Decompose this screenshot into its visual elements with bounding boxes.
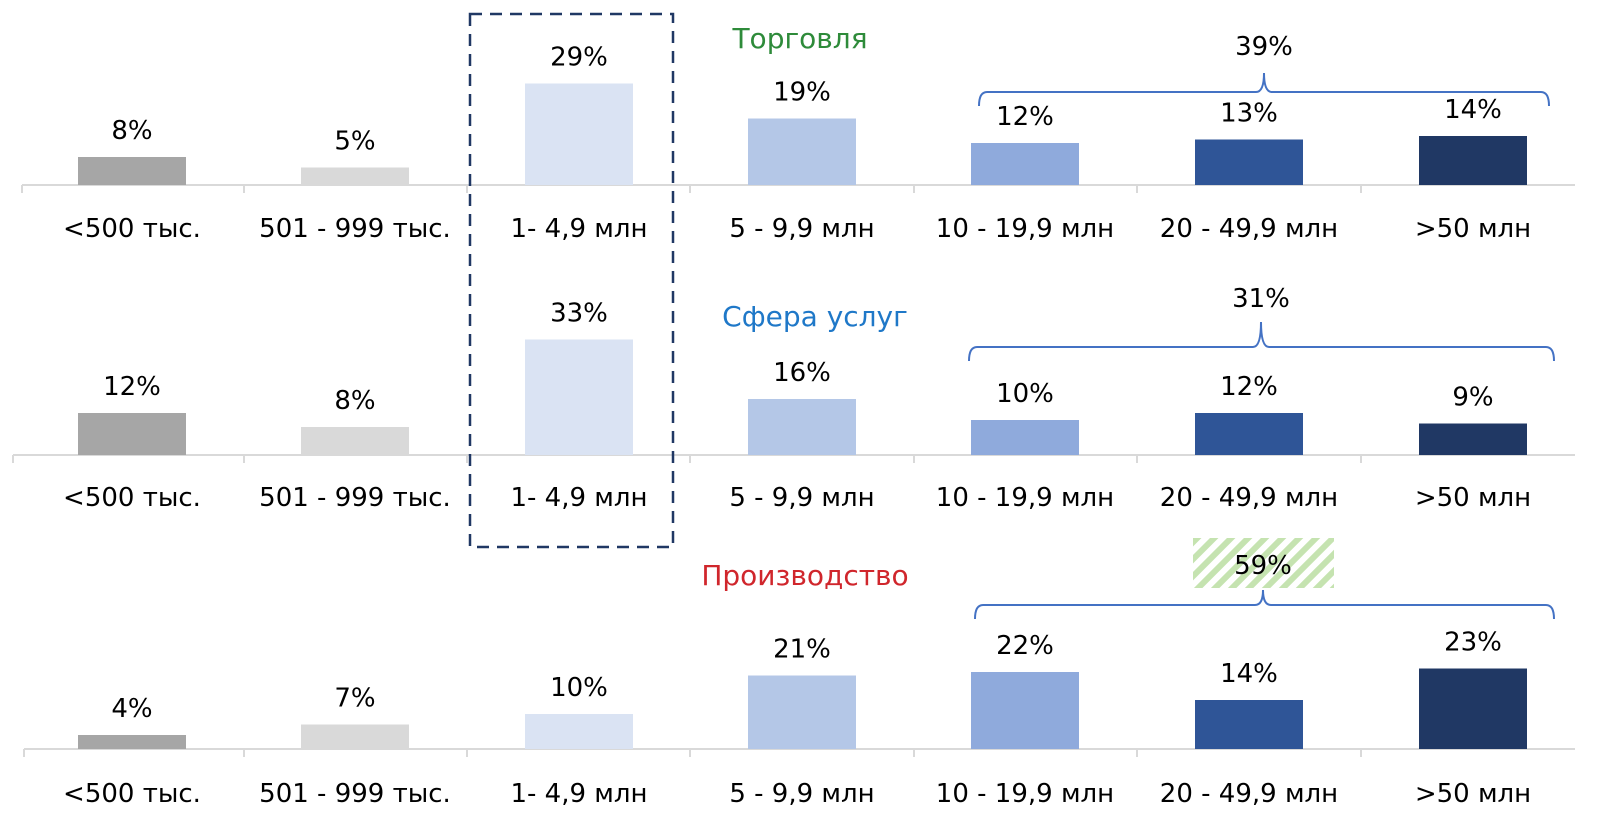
category-label: 10 - 19,9 млн — [936, 214, 1114, 244]
bracket-total-label: 59% — [1234, 551, 1292, 581]
group-bracket — [974, 589, 1555, 620]
category-label: 5 - 9,9 млн — [729, 214, 874, 244]
bar — [1195, 700, 1303, 749]
category-label: 501 - 999 тыс. — [259, 779, 451, 809]
bar — [525, 339, 633, 455]
bar — [525, 83, 633, 185]
category-label: 1- 4,9 млн — [510, 779, 647, 809]
bar — [301, 724, 409, 749]
bar — [1419, 136, 1527, 185]
bar-value-label: 12% — [996, 102, 1054, 132]
bar — [971, 672, 1079, 749]
bar — [525, 714, 633, 749]
bar — [301, 167, 409, 185]
bar-value-label: 4% — [111, 694, 152, 724]
bar — [748, 118, 856, 185]
bar-value-label: 10% — [550, 673, 608, 703]
bar-value-label: 21% — [773, 635, 831, 665]
bar-value-label: 22% — [996, 631, 1054, 661]
bar — [1419, 668, 1527, 749]
bar — [301, 427, 409, 455]
category-label: 501 - 999 тыс. — [259, 214, 451, 244]
bar-value-label: 29% — [550, 43, 608, 73]
bar-value-label: 23% — [1444, 628, 1502, 658]
chart-panel: Производство 4% <500 тыс. 7% 501 - 999 тыс. 1… — [23, 538, 1575, 809]
bar — [78, 157, 186, 185]
chart-panel: Торговля 8% <500 тыс. 5% 501 - 999 тыс. 29% 1-… — [21, 22, 1575, 244]
highlight-box — [468, 12, 675, 549]
category-label: 20 - 49,9 млн — [1160, 779, 1338, 809]
bar — [78, 413, 186, 455]
category-label: >50 млн — [1415, 483, 1531, 513]
category-label: 501 - 999 тыс. — [259, 483, 451, 513]
bar-value-label: 19% — [773, 78, 831, 108]
group-bracket — [978, 72, 1550, 107]
chart-title: Сфера услуг — [722, 300, 908, 333]
category-label: 20 - 49,9 млн — [1160, 483, 1338, 513]
chart-title: Торговля — [731, 22, 867, 55]
bar — [748, 675, 856, 749]
bar-value-label: 7% — [334, 684, 375, 714]
category-label: >50 млн — [1415, 214, 1531, 244]
category-label: <500 тыс. — [63, 779, 201, 809]
bar-value-label: 16% — [773, 358, 831, 388]
bar-value-label: 33% — [550, 299, 608, 329]
bar-value-label: 12% — [1220, 372, 1278, 402]
bar-value-label: 10% — [996, 379, 1054, 409]
bar-value-label: 8% — [111, 116, 152, 146]
bracket-total-label: 31% — [1232, 284, 1290, 314]
bar — [748, 399, 856, 455]
bar — [971, 420, 1079, 455]
bar-value-label: 12% — [103, 372, 161, 402]
category-label: 10 - 19,9 млн — [936, 483, 1114, 513]
bar-value-label: 14% — [1220, 659, 1278, 689]
bar — [1195, 413, 1303, 455]
chart-panel: Сфера услуг 12% <500 тыс. 8% 501 - 999 тыс. 3… — [12, 284, 1575, 513]
bar — [1195, 139, 1303, 185]
bar-value-label: 14% — [1444, 95, 1502, 125]
chart-title: Производство — [701, 559, 908, 592]
group-bracket — [968, 321, 1555, 362]
category-label: 10 - 19,9 млн — [936, 779, 1114, 809]
bar — [971, 143, 1079, 185]
category-label: <500 тыс. — [63, 214, 201, 244]
bracket-total-label: 39% — [1235, 32, 1293, 62]
bar-value-label: 8% — [334, 386, 375, 416]
category-label: >50 млн — [1415, 779, 1531, 809]
category-label: 5 - 9,9 млн — [729, 483, 874, 513]
bar — [1419, 423, 1527, 455]
category-label: 20 - 49,9 млн — [1160, 214, 1338, 244]
category-label: 1- 4,9 млн — [510, 483, 647, 513]
category-label: <500 тыс. — [63, 483, 201, 513]
bar-value-label: 13% — [1220, 99, 1278, 129]
hatch-highlight — [1193, 538, 1334, 588]
bar-value-label: 9% — [1452, 383, 1493, 413]
bar — [78, 735, 186, 749]
bar-value-label: 5% — [334, 127, 375, 157]
category-label: 1- 4,9 млн — [510, 214, 647, 244]
category-label: 5 - 9,9 млн — [729, 779, 874, 809]
